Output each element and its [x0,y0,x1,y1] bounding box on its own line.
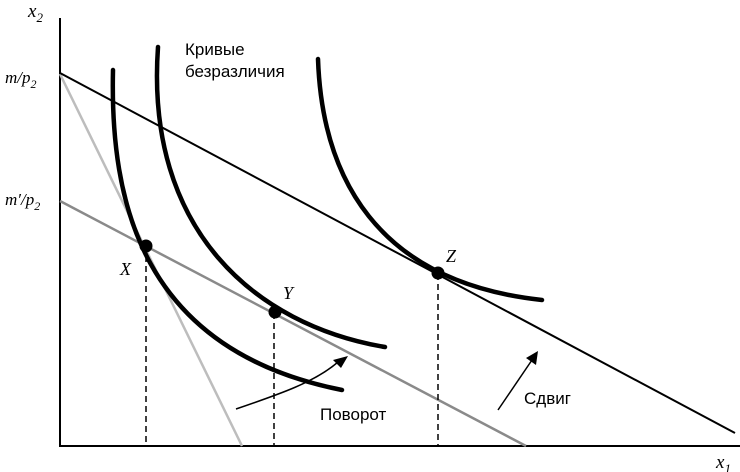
intercept-m-label: m/p2 [5,68,37,91]
point-y [268,305,282,319]
rotation-label: Поворот [320,405,387,424]
point-x [139,239,153,253]
point-z-label: Z [446,246,457,266]
shifted-budget-line [59,199,527,448]
shift-arrowhead-icon [526,351,538,365]
intercept-m-prime-label: m′/p2 [5,190,40,213]
shift-arrow [497,359,533,411]
point-z [431,266,445,280]
indifference-curve-3 [315,56,545,303]
shift-label: Сдвиг [524,389,571,408]
indifference-curves-label: Кривые безразличия [185,40,285,81]
indifference-curve-2 [154,44,388,350]
x-axis-label: x1 [715,452,731,472]
rotation-arrowhead-icon [333,356,348,368]
y-axis-label: x2 [27,1,43,25]
point-x-label: X [119,259,132,279]
indifference-curve-1 [110,67,345,393]
original-budget-line [59,72,736,434]
rotation-arrow [235,361,339,410]
point-y-label: Y [283,283,295,303]
